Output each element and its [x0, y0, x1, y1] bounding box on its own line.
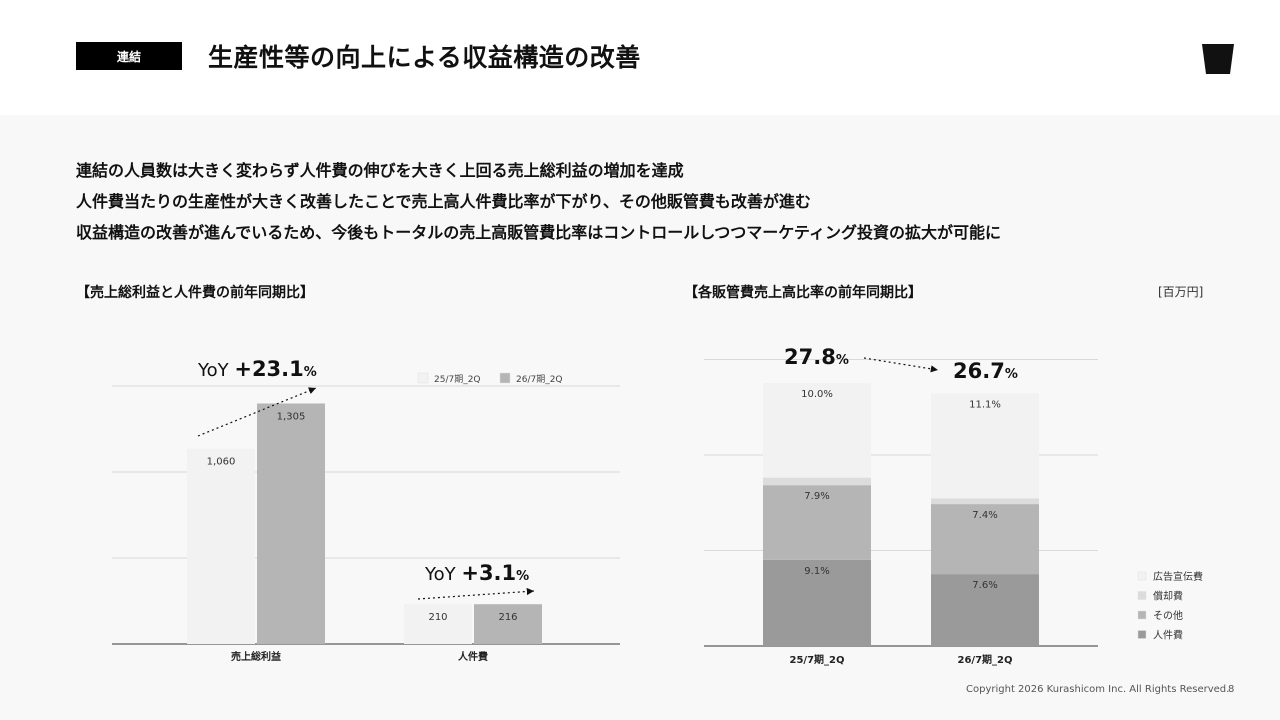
stack-segment	[931, 393, 1039, 499]
bar	[474, 604, 542, 644]
legend-swatch	[499, 372, 511, 384]
legend-swatch	[1137, 591, 1147, 600]
lead-line: 収益構造の改善が進んでいるため、今後もトータルの売上高販管費比率はコントロールし…	[76, 223, 1001, 242]
page-number: 8	[1228, 684, 1235, 695]
segment-label: 11.1%	[969, 399, 1001, 410]
total-label: 26.7%	[953, 359, 1018, 383]
stack-segment	[763, 559, 871, 646]
legend-swatch	[417, 372, 429, 384]
stack-segment	[931, 574, 1039, 646]
brand-logo-icon	[1202, 44, 1234, 74]
lead-text: 連結の人員数は大きく変わらず人件費の伸びを大きく上回る売上総利益の増加を達成 人…	[76, 155, 1001, 248]
legend-label: 人件費	[1153, 629, 1183, 642]
lead-line: 連結の人員数は大きく変わらず人件費の伸びを大きく上回る売上総利益の増加を達成	[76, 161, 684, 180]
data-label: 216	[498, 612, 517, 623]
total-label: 27.8%	[784, 345, 849, 369]
segment-label: 9.1%	[804, 566, 829, 577]
segment-label: 7.6%	[972, 580, 997, 591]
legend-label: その他	[1153, 609, 1183, 622]
legend-label: 26/7期_2Q	[516, 374, 563, 385]
bar	[404, 604, 472, 644]
left-chart-title: 【売上総利益と人件費の前年同期比】	[76, 285, 314, 301]
page-title: 生産性等の向上による収益構造の改善	[208, 43, 641, 72]
stack-segment	[931, 504, 1039, 575]
legend-swatch	[1137, 571, 1147, 581]
category-label: 売上総利益	[231, 650, 281, 663]
yoy-annotation: YoY +23.1%	[197, 357, 317, 381]
legend-label: 償却費	[1153, 590, 1183, 603]
bar	[187, 448, 255, 644]
category-label: 25/7期_2Q	[790, 653, 845, 666]
data-label: 1,305	[277, 412, 306, 423]
stack-segment	[931, 498, 1039, 505]
category-label: 人件費	[458, 650, 488, 663]
data-label: 1,060	[207, 457, 236, 468]
yoy-annotation: YoY +3.1%	[424, 561, 529, 585]
stack-segment	[763, 485, 871, 560]
unit-label: [百万円]	[1158, 285, 1204, 299]
slide-header: 連結 生産性等の向上による収益構造の改善	[0, 0, 1280, 115]
category-label: 26/7期_2Q	[958, 653, 1013, 666]
segment-label: 10.0%	[801, 389, 833, 400]
legend-label: 25/7期_2Q	[434, 374, 481, 385]
legend-swatch	[1137, 630, 1147, 639]
copyright-text: Copyright 2026 Kurashicom Inc. All Right…	[966, 684, 1230, 695]
yoy-arrow	[417, 587, 535, 600]
stack-segment	[763, 383, 871, 478]
lead-line: 人件費当たりの生産性が大きく改善したことで売上高人件費比率が下がり、その他販管費…	[76, 192, 811, 211]
segment-label: 7.4%	[972, 510, 997, 521]
stack-segment	[763, 477, 871, 486]
yoy-arrow	[197, 387, 317, 437]
bar	[257, 403, 325, 644]
scope-tag: 連結	[76, 42, 182, 70]
legend-label: 広告宣伝費	[1153, 570, 1203, 583]
data-label: 210	[428, 612, 447, 623]
right-chart-title: 【各販管費売上高比率の前年同期比】	[684, 285, 922, 301]
segment-label: 7.9%	[804, 491, 829, 502]
legend-swatch	[1137, 610, 1147, 620]
